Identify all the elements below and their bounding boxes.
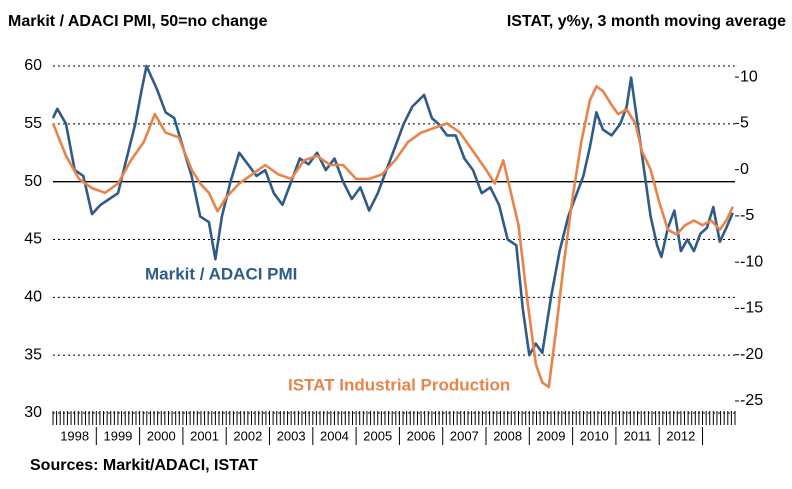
y-tick-label: 30 (24, 404, 42, 421)
x-tick-label: 2010 (580, 428, 609, 443)
x-tick-label: 2002 (233, 428, 262, 443)
y-tick-label: 45 (24, 231, 42, 248)
y-tick-label: 35 (24, 346, 42, 363)
y2-tick-label: 5 (740, 115, 749, 132)
x-tick-label: 1998 (60, 428, 89, 443)
x-tick-label: 2011 (624, 428, 652, 443)
y2-tick-label: -15 (740, 300, 763, 317)
x-tick-label: 2012 (666, 428, 695, 443)
x-tick-label: 2000 (147, 428, 176, 443)
y2-tick-label: 0 (740, 161, 749, 178)
x-tick-label: 2006 (407, 428, 436, 443)
x-tick-label: 2004 (320, 428, 349, 443)
x-tick-label: 2003 (277, 428, 306, 443)
y2-tick-label: -10 (740, 253, 763, 270)
y-tick-label: 60 (24, 57, 42, 74)
x-tick-label: 2008 (493, 428, 522, 443)
y-tick-label: 50 (24, 173, 42, 190)
x-tick-label: 1999 (103, 428, 132, 443)
y-tick-label: 55 (24, 115, 42, 132)
series-line (51, 85, 734, 389)
y2-tick-label: -25 (740, 392, 763, 409)
x-tick-label: 2007 (450, 428, 479, 443)
series-label: ISTAT Industrial Production (288, 375, 510, 394)
source-note: Sources: Markit/ADACI, ISTAT (30, 457, 258, 474)
series-label: Markit / ADACI PMI (145, 264, 297, 283)
y-tick-label: 40 (24, 289, 42, 306)
y2-tick-label: 10 (740, 68, 758, 85)
y-axis-title: Markit / ADACI PMI, 50=no change (8, 13, 268, 30)
y2-tick-label: -20 (740, 346, 763, 363)
y2-axis-title: ISTAT, y%y, 3 month moving average (507, 13, 786, 30)
x-tick-label: 2005 (363, 428, 392, 443)
x-tick-label: 2009 (537, 428, 566, 443)
series-line (51, 64, 734, 357)
y2-tick-label: -5 (740, 207, 754, 224)
x-tick-label: 2001 (190, 428, 219, 443)
